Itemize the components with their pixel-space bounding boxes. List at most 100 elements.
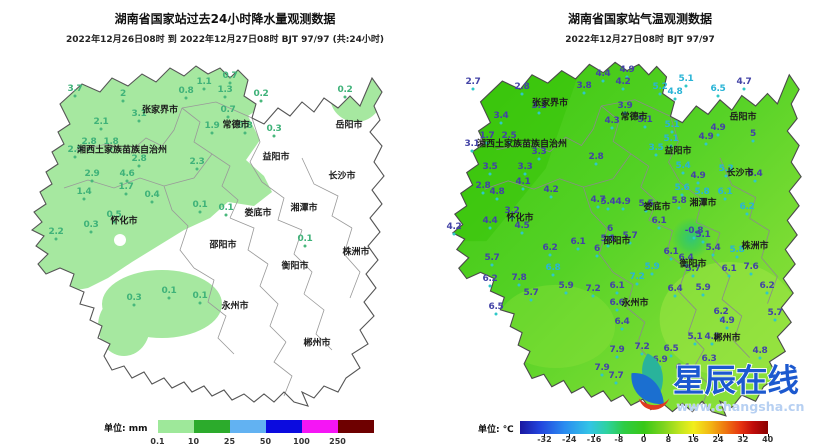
station-dot [704, 142, 708, 146]
station-value: 0.8 [237, 121, 253, 131]
station-dot [90, 179, 94, 183]
station-value: 3.2 [504, 206, 520, 216]
station-dot [615, 308, 619, 312]
city-label: 株洲市 [342, 247, 370, 258]
station-dot [520, 92, 524, 96]
station-value: 0.2 [337, 85, 353, 95]
station-value: 4.9 [719, 316, 735, 326]
station-dot [471, 87, 475, 91]
station-value: 6.1 [721, 264, 737, 274]
station-dot [628, 241, 632, 245]
station-value: 1.9 [204, 121, 220, 131]
station-dot [243, 131, 247, 135]
station-dot [167, 296, 171, 300]
station-dot [621, 207, 625, 211]
temp-tick-mark [767, 434, 769, 437]
station-value: 6.1 [675, 363, 691, 373]
station-value: 5.7 [523, 288, 539, 298]
watermark-leaf2-icon [631, 373, 664, 404]
station-dot [723, 197, 727, 201]
station-dot [99, 127, 103, 131]
station-value: 4.9 [615, 197, 631, 207]
station-value: 4.9 [619, 65, 635, 75]
station-value: 6.9 [652, 355, 668, 365]
station-value: 5.9 [558, 281, 574, 291]
station-value: 4.8 [667, 87, 683, 97]
city-label: 湘潭市 [689, 198, 717, 209]
station-value: 3.1 [531, 101, 547, 111]
station-dot [551, 273, 555, 277]
station-dot [696, 181, 700, 185]
station-value: 5.1 [637, 115, 653, 125]
right-map-subtitle: 2022年12月27日08时 BJT 97/97 [565, 35, 715, 45]
station-dot [643, 125, 647, 129]
station-dot [601, 79, 605, 83]
station-dot [529, 298, 533, 302]
legend-swatch: 100 [293, 420, 338, 446]
station-value: 3.1 [464, 139, 480, 149]
station-value: 6.4 [667, 284, 683, 294]
station-dot [596, 205, 600, 209]
station-value: 4.4 [595, 69, 611, 79]
city-label: 湘潭市 [290, 203, 318, 214]
station-value: 7.9 [594, 363, 610, 373]
station-value: 6.2 [482, 274, 498, 284]
temp-legend: 单位: ℃ -32 -24 -16 -8 0 8 16 24 32 40 [478, 421, 773, 444]
temp-tick-label: 40 [762, 435, 774, 444]
station-value: 2.8 [131, 154, 147, 164]
temp-tick-mark [594, 434, 596, 437]
temp-tick-label: 8 [665, 435, 672, 444]
station-value: 7.8 [511, 273, 527, 283]
station-dot [773, 318, 777, 322]
station-dot [223, 95, 227, 99]
station-dot [670, 130, 674, 134]
station-value: 7.2 [585, 284, 601, 294]
temp-tick-label: -32 [537, 435, 552, 444]
temperature-map-svg [452, 61, 802, 417]
station-dot [488, 172, 492, 176]
station-value: 6.2 [739, 202, 755, 212]
station-value: 3.7 [67, 84, 83, 94]
city-label: 娄底市 [244, 208, 272, 219]
station-dot [673, 294, 677, 298]
station-value: 4.9 [690, 171, 706, 181]
station-dot [691, 274, 695, 278]
station-dot [710, 342, 714, 346]
precipitation-map: 3.7 2 1.1 0.7 0.8 1.3 0.2 3.1 0.7 1.9 0.8 0.3 0.2 2.1… [16, 58, 396, 410]
station-dot [564, 291, 568, 295]
temp-tick-label: 32 [737, 435, 749, 444]
station-dot [657, 226, 661, 230]
station-value: 5 [750, 129, 756, 139]
station-value: 2.1 [93, 117, 109, 127]
city-label: 常德市 [620, 112, 648, 123]
station-dot [669, 144, 673, 148]
station-value: 1.4 [76, 187, 92, 197]
temp-unit-label: 单位: ℃ [478, 425, 514, 435]
station-value: 0.4 [144, 190, 160, 200]
temp-tick-mark [569, 434, 571, 437]
station-dot [608, 234, 612, 238]
right-map-header: 湖南省国家站气温观测数据 2022年12月27日08时 BJT 97/97 [470, 10, 810, 45]
station-value: 4.6 [119, 169, 135, 179]
station-dot [623, 111, 627, 115]
station-value: 2.7 [465, 77, 481, 87]
watermark: 星辰在线 www.changsha.cn [631, 353, 805, 414]
city-label: 益阳市 [664, 146, 692, 157]
station-value: 6.1 [570, 237, 586, 247]
station-value: 5.2 [652, 82, 668, 92]
temp-gradient-bar [519, 421, 768, 434]
station-dot [537, 111, 541, 115]
station-value: 6.5 [663, 344, 679, 354]
city-label: 湘西土家族苗族自治州 [476, 139, 568, 150]
station-dot [644, 209, 648, 213]
station-value: 0.7 [222, 71, 238, 81]
station-value: 0.3 [83, 220, 99, 230]
city-label: 张家界市 [141, 105, 179, 116]
station-value: 6.1 [651, 216, 667, 226]
station-dot [724, 174, 728, 178]
right-map-title: 湖南省国家站气温观测数据 [567, 12, 712, 26]
station-dot [735, 255, 739, 259]
station-dot [510, 216, 514, 220]
station-value: 5.5 [638, 199, 654, 209]
station-dot [610, 126, 614, 130]
